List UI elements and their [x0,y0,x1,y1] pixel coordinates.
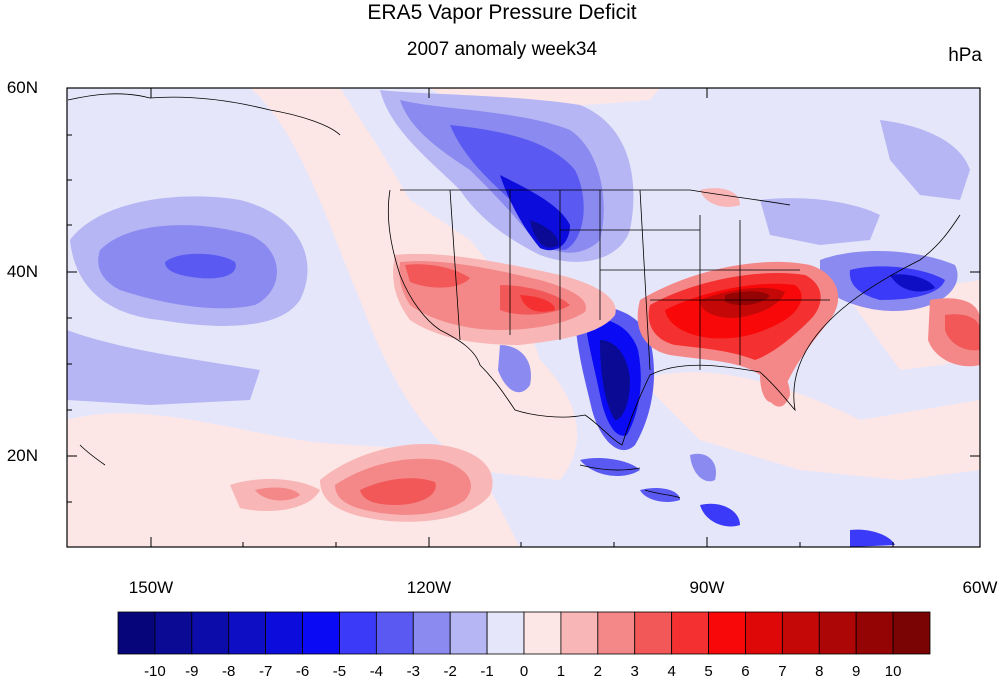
colorbar-swatch [412,611,451,655]
colorbar-swatch [523,611,562,655]
colorbar-swatch [265,611,303,655]
colorbar-swatch [745,611,783,655]
colorbar-swatch [818,611,857,655]
colorbar-tick-label: -4 [369,663,384,680]
colorbar-swatch [781,611,820,655]
colorbar-swatch [892,611,931,655]
colorbar-swatch [708,611,746,655]
lon-label-60w: 60W [962,578,998,597]
coastlines [67,93,961,499]
colorbar-swatch [302,611,340,655]
lon-label-90w: 90W [689,578,725,597]
colorbar-tick-label: 1 [556,663,566,680]
colorbar-swatch [855,611,894,655]
colorbar-tick-label: 0 [519,663,529,680]
colorbar-tick-label: -8 [222,663,236,680]
colorbar-tick-label: -1 [480,663,494,680]
colorbar-tick-label: 10 [884,663,902,680]
map-title: ERA5 Vapor Pressure Deficit [367,1,637,24]
colorbar-tick-label: -6 [295,663,310,680]
colorbar-tick-label: -9 [185,663,199,680]
colorbar-tick-label: 6 [741,663,750,680]
colorbar-tick-label: 3 [630,663,639,680]
colorbar-swatch [560,611,599,655]
units-label: hPa [948,45,982,66]
colorbar-swatch [597,611,636,655]
colorbar-tick-label: -5 [332,663,347,680]
colorbar-tick-label: 8 [815,663,824,680]
colorbar-swatch [634,611,673,655]
colorbar-swatch [486,611,525,655]
colorbar-swatch [154,611,193,655]
colorbar-swatch [671,611,709,655]
colorbar-tick-label: 2 [593,663,602,680]
colorbar-swatch [117,611,156,655]
colorbar-tick-label: 5 [704,663,713,680]
colorbar-tick-label: 9 [852,663,861,680]
colorbar [117,611,931,655]
colorbar-tick-label: 7 [778,663,787,680]
colorbar-tick-label: -3 [406,663,420,680]
lon-label-120w: 120W [406,578,452,597]
lat-label-40n: 40N [6,262,38,281]
lon-label-150w: 150W [128,578,174,597]
colorbar-tick-label: -10 [144,663,166,680]
map-subtitle: 2007 anomaly week34 [406,39,598,60]
colorbar-swatch [449,611,488,655]
colorbar-swatch [228,611,267,655]
colorbar-swatch [375,611,414,655]
colorbar-swatch [191,611,230,655]
colorbar-tick-label: -2 [443,663,457,680]
anomaly-field [67,88,980,547]
colorbar-tick-label: 4 [667,663,676,680]
axis-ticks [67,88,980,547]
lat-label-60n: 60N [6,78,38,97]
colorbar-tick-label: -7 [258,663,273,680]
colorbar-swatch [339,611,377,655]
lat-label-20n: 20N [6,446,38,465]
